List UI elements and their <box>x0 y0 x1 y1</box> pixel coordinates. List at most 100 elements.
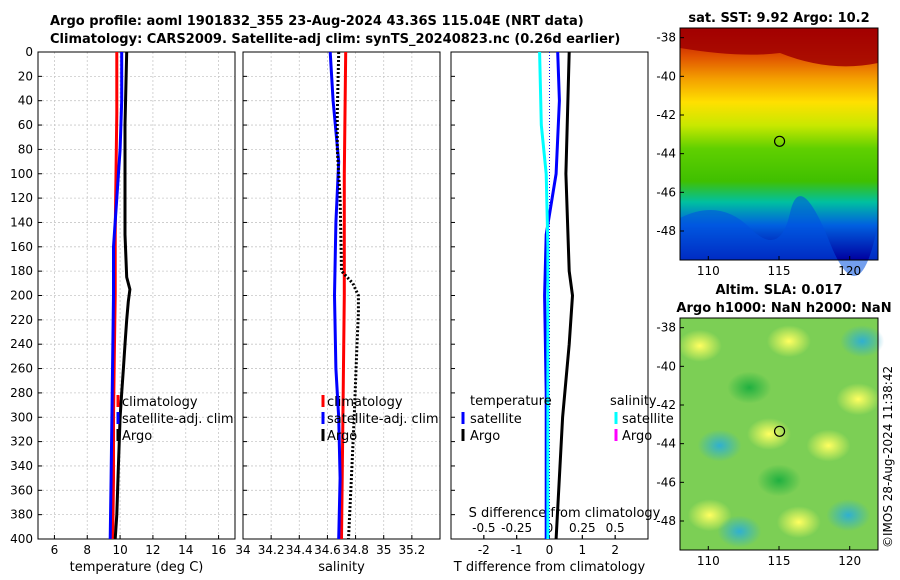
y-tick-label: 340 <box>10 459 33 473</box>
y-tick-label: 0 <box>25 45 33 59</box>
map-y-tick-label: -40 <box>656 359 676 373</box>
series-argo <box>113 51 132 540</box>
map-y-tick-label: -44 <box>656 147 676 161</box>
y-tick-label: 80 <box>18 142 33 156</box>
legend-label: Argo <box>122 429 152 444</box>
y-tick-label: 140 <box>10 215 33 229</box>
x-tick-label: 34.2 <box>258 543 285 557</box>
y-tick-label: 320 <box>10 435 33 449</box>
x-axis-label: salinity <box>318 560 365 575</box>
y-tick-label: 380 <box>10 508 33 522</box>
legend-label: climatology <box>327 395 403 410</box>
y-tick-label: 240 <box>10 337 33 351</box>
x-tick-label: 0 <box>546 543 554 557</box>
legend-label: satellite <box>622 412 674 427</box>
y-tick-label: 400 <box>10 532 33 546</box>
series-climatology <box>111 52 119 540</box>
series-s-satellite <box>538 51 550 539</box>
y-tick-label: 280 <box>10 386 33 400</box>
map-y-tick-label: -42 <box>656 108 676 122</box>
x-tick-label: 35.2 <box>398 543 425 557</box>
x-tick-label: 2 <box>611 543 619 557</box>
map-x-tick-label: 120 <box>838 554 861 568</box>
sla-eddy <box>766 325 811 358</box>
y-tick-label: 100 <box>10 167 33 181</box>
map-x-tick-label: 115 <box>768 264 791 278</box>
series-t-argo <box>554 51 575 540</box>
x-tick-label: 35 <box>376 543 391 557</box>
sla-eddy <box>727 371 772 404</box>
map-y-tick-label: -46 <box>656 185 676 199</box>
legend-title-temperature: temperature <box>470 394 552 409</box>
x-tick-label: 1 <box>579 543 587 557</box>
argo-float-marker <box>773 425 786 437</box>
x-tick-label: 34.6 <box>314 543 341 557</box>
figure-title-line1: Argo profile: aoml 1901832_355 23-Aug-20… <box>50 14 584 29</box>
sla-map: Altim. SLA: 0.017 Argo h1000: NaN h2000: … <box>656 283 891 568</box>
sst-warm-band <box>680 28 878 67</box>
top-x-axis-label: S difference from climatology <box>469 506 661 521</box>
sla-eddy <box>840 325 885 358</box>
x-tick-label: 8 <box>83 543 91 557</box>
x-tick-label: 34.8 <box>342 543 369 557</box>
legend-label: satellite-adj. clim <box>122 412 234 427</box>
y-tick-label: 60 <box>18 118 33 132</box>
legend-label: Argo <box>470 429 500 444</box>
y-tick-label: 40 <box>18 94 33 108</box>
x-tick-label: 6 <box>51 543 59 557</box>
legend-label: satellite-adj. clim <box>327 412 439 427</box>
top-x-tick-label: -0.5 <box>472 521 495 535</box>
sla-eddy <box>826 499 871 532</box>
map-y-tick-label: -42 <box>656 398 676 412</box>
salinity-profile: 34 34.2 34.4 34.6 34.8 35 35.2 salinity climatol… <box>235 51 441 575</box>
series-argo <box>335 51 360 540</box>
top-x-tick-label: 0 <box>546 521 554 535</box>
sla-eddy <box>677 329 722 362</box>
x-axis-label: T difference from climatology <box>453 560 646 575</box>
sla-eddy <box>747 418 792 450</box>
legend-label: Argo <box>327 429 357 444</box>
y-tick-label: 160 <box>10 240 33 254</box>
x-tick-label: -2 <box>478 543 490 557</box>
x-tick-label: 34.4 <box>286 543 313 557</box>
top-x-tick-label: -0.25 <box>501 521 532 535</box>
x-axis-label: temperature (deg C) <box>70 560 204 575</box>
y-tick-label: 120 <box>10 191 33 205</box>
series-climatology <box>340 51 348 540</box>
x-tick-label: 34 <box>235 543 250 557</box>
sla-eddy <box>697 429 742 462</box>
map-y-tick-label: -40 <box>656 69 676 83</box>
legend-title-salinity: salinity <box>610 394 657 409</box>
y-tick-label: 20 <box>18 69 33 83</box>
map-title: sat. SST: 9.92 Argo: 10.2 <box>688 11 869 26</box>
map-x-tick-label: 115 <box>768 554 791 568</box>
y-tick-label: 200 <box>10 289 33 303</box>
top-x-tick-label: 0.5 <box>606 521 625 535</box>
x-tick-label: -1 <box>511 543 523 557</box>
map-title: Altim. SLA: 0.017 <box>716 283 843 298</box>
y-tick-label: 300 <box>10 410 33 424</box>
y-tick-label: 360 <box>10 483 33 497</box>
map-x-tick-label: 110 <box>697 554 720 568</box>
figure-title-line2: Climatology: CARS2009. Satellite-adj cli… <box>50 32 621 47</box>
argo-float-marker <box>773 135 786 147</box>
y-tick-label: 180 <box>10 264 33 278</box>
x-tick-label: 16 <box>211 543 226 557</box>
map-y-tick-label: -38 <box>656 321 676 335</box>
map-x-tick-label: 120 <box>838 264 861 278</box>
map-x-tick-label: 110 <box>697 264 720 278</box>
legend-label: climatology <box>122 395 198 410</box>
x-tick-label: 12 <box>145 543 160 557</box>
top-x-tick-label: 0.25 <box>569 521 596 535</box>
difference-profile: -2 -1 0 1 2 T difference from climatology -0.5… <box>450 51 674 575</box>
legend-label: satellite <box>470 412 522 427</box>
temperature-profile: 6 8 10 12 14 16 temperature (deg C) 0 20 40 60 80 10… <box>10 45 236 575</box>
map-y-tick-label: -46 <box>656 475 676 489</box>
sla-eddy <box>806 429 851 462</box>
map-y-tick-label: -48 <box>656 514 676 528</box>
sla-eddy <box>836 383 881 416</box>
map-y-tick-label: -44 <box>656 437 676 451</box>
sla-eddy <box>717 515 762 548</box>
y-tick-label: 220 <box>10 313 33 327</box>
x-tick-label: 14 <box>178 543 193 557</box>
